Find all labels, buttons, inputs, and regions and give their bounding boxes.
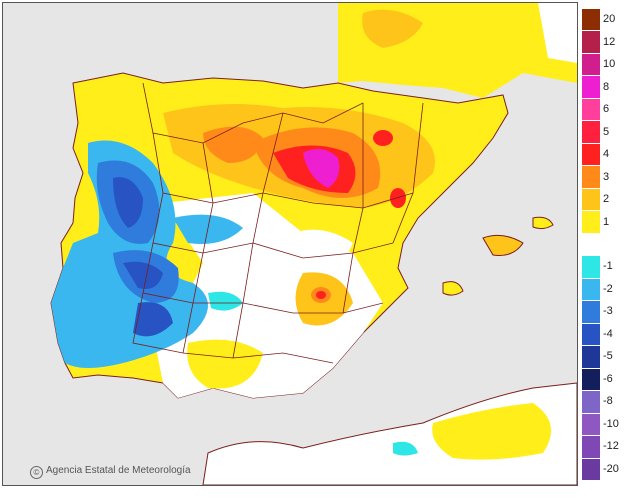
ibiza (442, 281, 464, 296)
legend-swatch (582, 300, 600, 323)
legend-swatch (582, 30, 600, 53)
legend-label: -8 (603, 395, 613, 408)
anomaly-map (2, 2, 578, 486)
legend-label: 5 (603, 125, 610, 138)
north-extreme-zone (303, 149, 340, 188)
legend-swatch (582, 345, 600, 368)
legend-label: 12 (603, 35, 616, 48)
legend-swatch (582, 457, 600, 480)
legend-swatch (582, 97, 600, 121)
west-cold-core (123, 261, 163, 289)
southwest-cold-core (133, 302, 173, 337)
southeast-hot-core (316, 291, 326, 299)
south-warm-patch (187, 339, 263, 389)
africa-cool-patch (393, 441, 418, 456)
legend-label: -20 (603, 462, 619, 475)
legend-swatch (582, 187, 600, 211)
legend-swatch (582, 232, 600, 256)
northwest-cold-core (113, 177, 143, 228)
legend-label: -5 (603, 350, 613, 363)
legend-swatch (582, 367, 600, 391)
legend-label: 2 (603, 193, 610, 206)
central-neutral-zone (292, 229, 353, 266)
legend-label: -10 (603, 417, 619, 430)
legend-label: 8 (603, 80, 610, 93)
africa-warm-patch (432, 403, 551, 460)
province-borders (132, 82, 424, 364)
map-canvas (3, 3, 577, 485)
legend-swatch (582, 390, 600, 413)
legend-swatch (582, 412, 600, 436)
france-warm-patch (362, 9, 423, 49)
legend-swatch (582, 52, 600, 76)
copyright-icon: © (30, 466, 43, 479)
legend-label: 3 (603, 170, 610, 183)
aemet-credit: © Agencia Estatal de Meteorología (30, 465, 191, 479)
legend-label: -12 (603, 440, 619, 453)
color-legend: 20 12 10 8 6 5 4 3 2 1 -1 -2 -3 -4 -5 -6 -8 -10 -12 -20 (582, 8, 630, 480)
legend-label: -6 (603, 372, 613, 385)
legend-swatch (582, 8, 600, 31)
legend-swatch (582, 120, 600, 143)
legend-swatch (582, 142, 600, 166)
legend-swatch (582, 435, 600, 458)
legend-swatch (582, 210, 600, 233)
legend-swatch (582, 255, 600, 278)
legend-label: -1 (603, 260, 613, 273)
legend-swatch (582, 75, 600, 98)
legend-label: -4 (603, 327, 613, 340)
france-neutral-area (538, 3, 577, 63)
mallorca (482, 234, 524, 256)
legend-label: 20 (603, 13, 616, 26)
menorca (532, 216, 554, 230)
credit-text: Agencia Estatal de Meteorología (46, 465, 191, 476)
legend-label: 1 (603, 215, 610, 228)
legend-swatch (582, 277, 600, 301)
legend-label: -2 (603, 282, 613, 295)
legend-label: -3 (603, 305, 613, 318)
northeast-hot-spot (373, 130, 393, 146)
legend-label: 4 (603, 148, 610, 161)
central-south-cool-patch (208, 291, 243, 311)
legend-label: 6 (603, 103, 610, 116)
legend-label: 10 (603, 58, 616, 71)
legend-swatch (582, 322, 600, 346)
east-hot-spot (390, 188, 406, 208)
legend-swatch (582, 165, 600, 188)
